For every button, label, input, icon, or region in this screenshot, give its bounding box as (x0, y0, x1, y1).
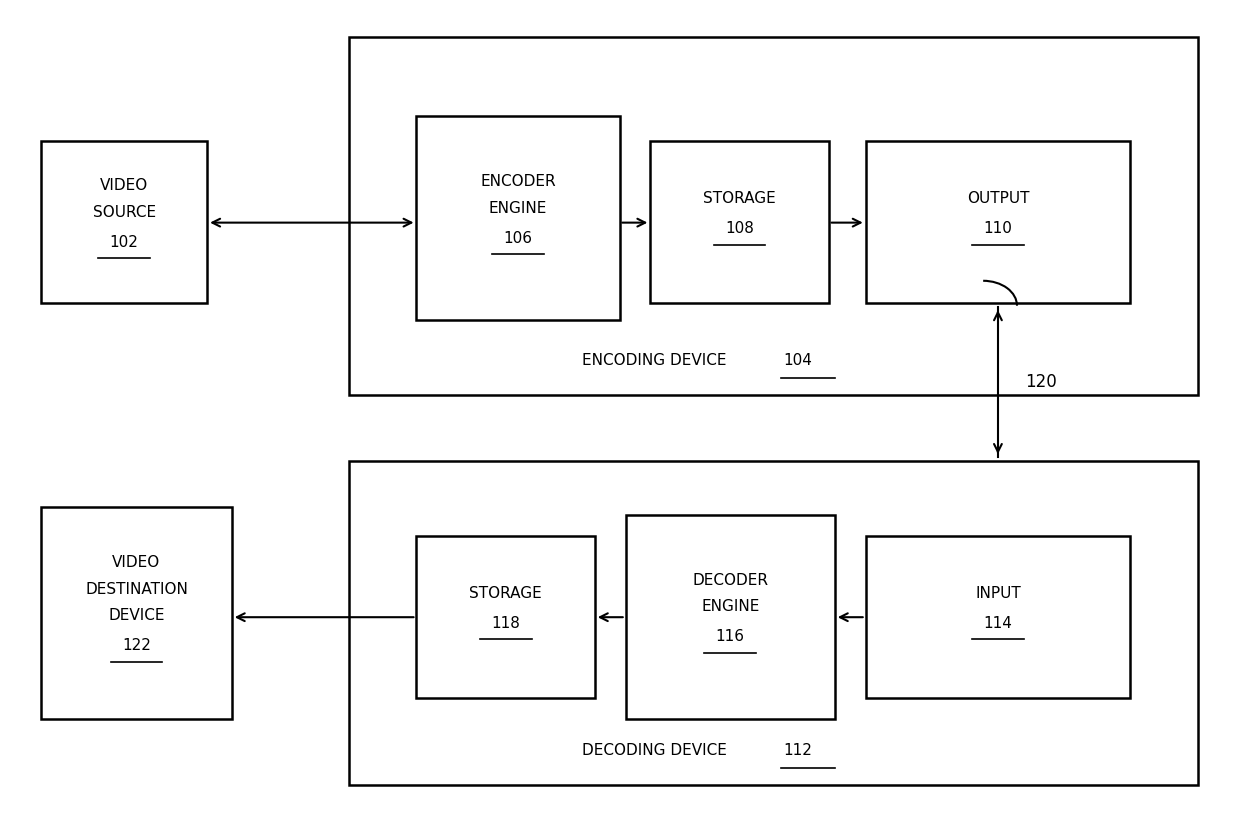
Text: SOURCE: SOURCE (93, 205, 156, 220)
Text: VIDEO: VIDEO (113, 555, 161, 571)
Text: INPUT: INPUT (975, 586, 1021, 601)
Bar (650, 141, 829, 303)
Text: OUTPUT: OUTPUT (966, 191, 1030, 206)
Text: 116: 116 (716, 629, 745, 644)
Bar (416, 117, 620, 320)
Text: DEVICE: DEVICE (108, 608, 165, 623)
Bar (416, 536, 595, 698)
Text: ENGINE: ENGINE (701, 599, 760, 614)
Bar (348, 461, 1198, 785)
Bar (626, 515, 835, 718)
Text: ENCODER: ENCODER (481, 174, 556, 189)
Text: DECODING DEVICE: DECODING DEVICE (582, 743, 727, 758)
Text: 102: 102 (110, 235, 139, 250)
Text: 118: 118 (491, 616, 520, 631)
Text: DECODER: DECODER (693, 573, 768, 588)
Bar (866, 536, 1130, 698)
Text: STORAGE: STORAGE (703, 191, 776, 206)
Text: 108: 108 (725, 221, 753, 237)
Text: STORAGE: STORAGE (470, 586, 541, 601)
Text: 110: 110 (984, 221, 1012, 237)
Bar (348, 38, 1198, 394)
Text: 106: 106 (503, 231, 533, 246)
Text: 112: 112 (784, 743, 813, 758)
Bar (41, 507, 232, 718)
Text: VIDEO: VIDEO (100, 178, 149, 193)
Text: 122: 122 (121, 638, 151, 654)
Text: 104: 104 (784, 353, 813, 368)
Text: 114: 114 (984, 616, 1012, 631)
Text: 120: 120 (1026, 373, 1057, 391)
Text: ENCODING DEVICE: ENCODING DEVICE (582, 353, 727, 368)
Text: ENGINE: ENGINE (488, 201, 548, 216)
Text: DESTINATION: DESTINATION (85, 582, 188, 597)
Bar (41, 141, 207, 303)
Bar (866, 141, 1130, 303)
